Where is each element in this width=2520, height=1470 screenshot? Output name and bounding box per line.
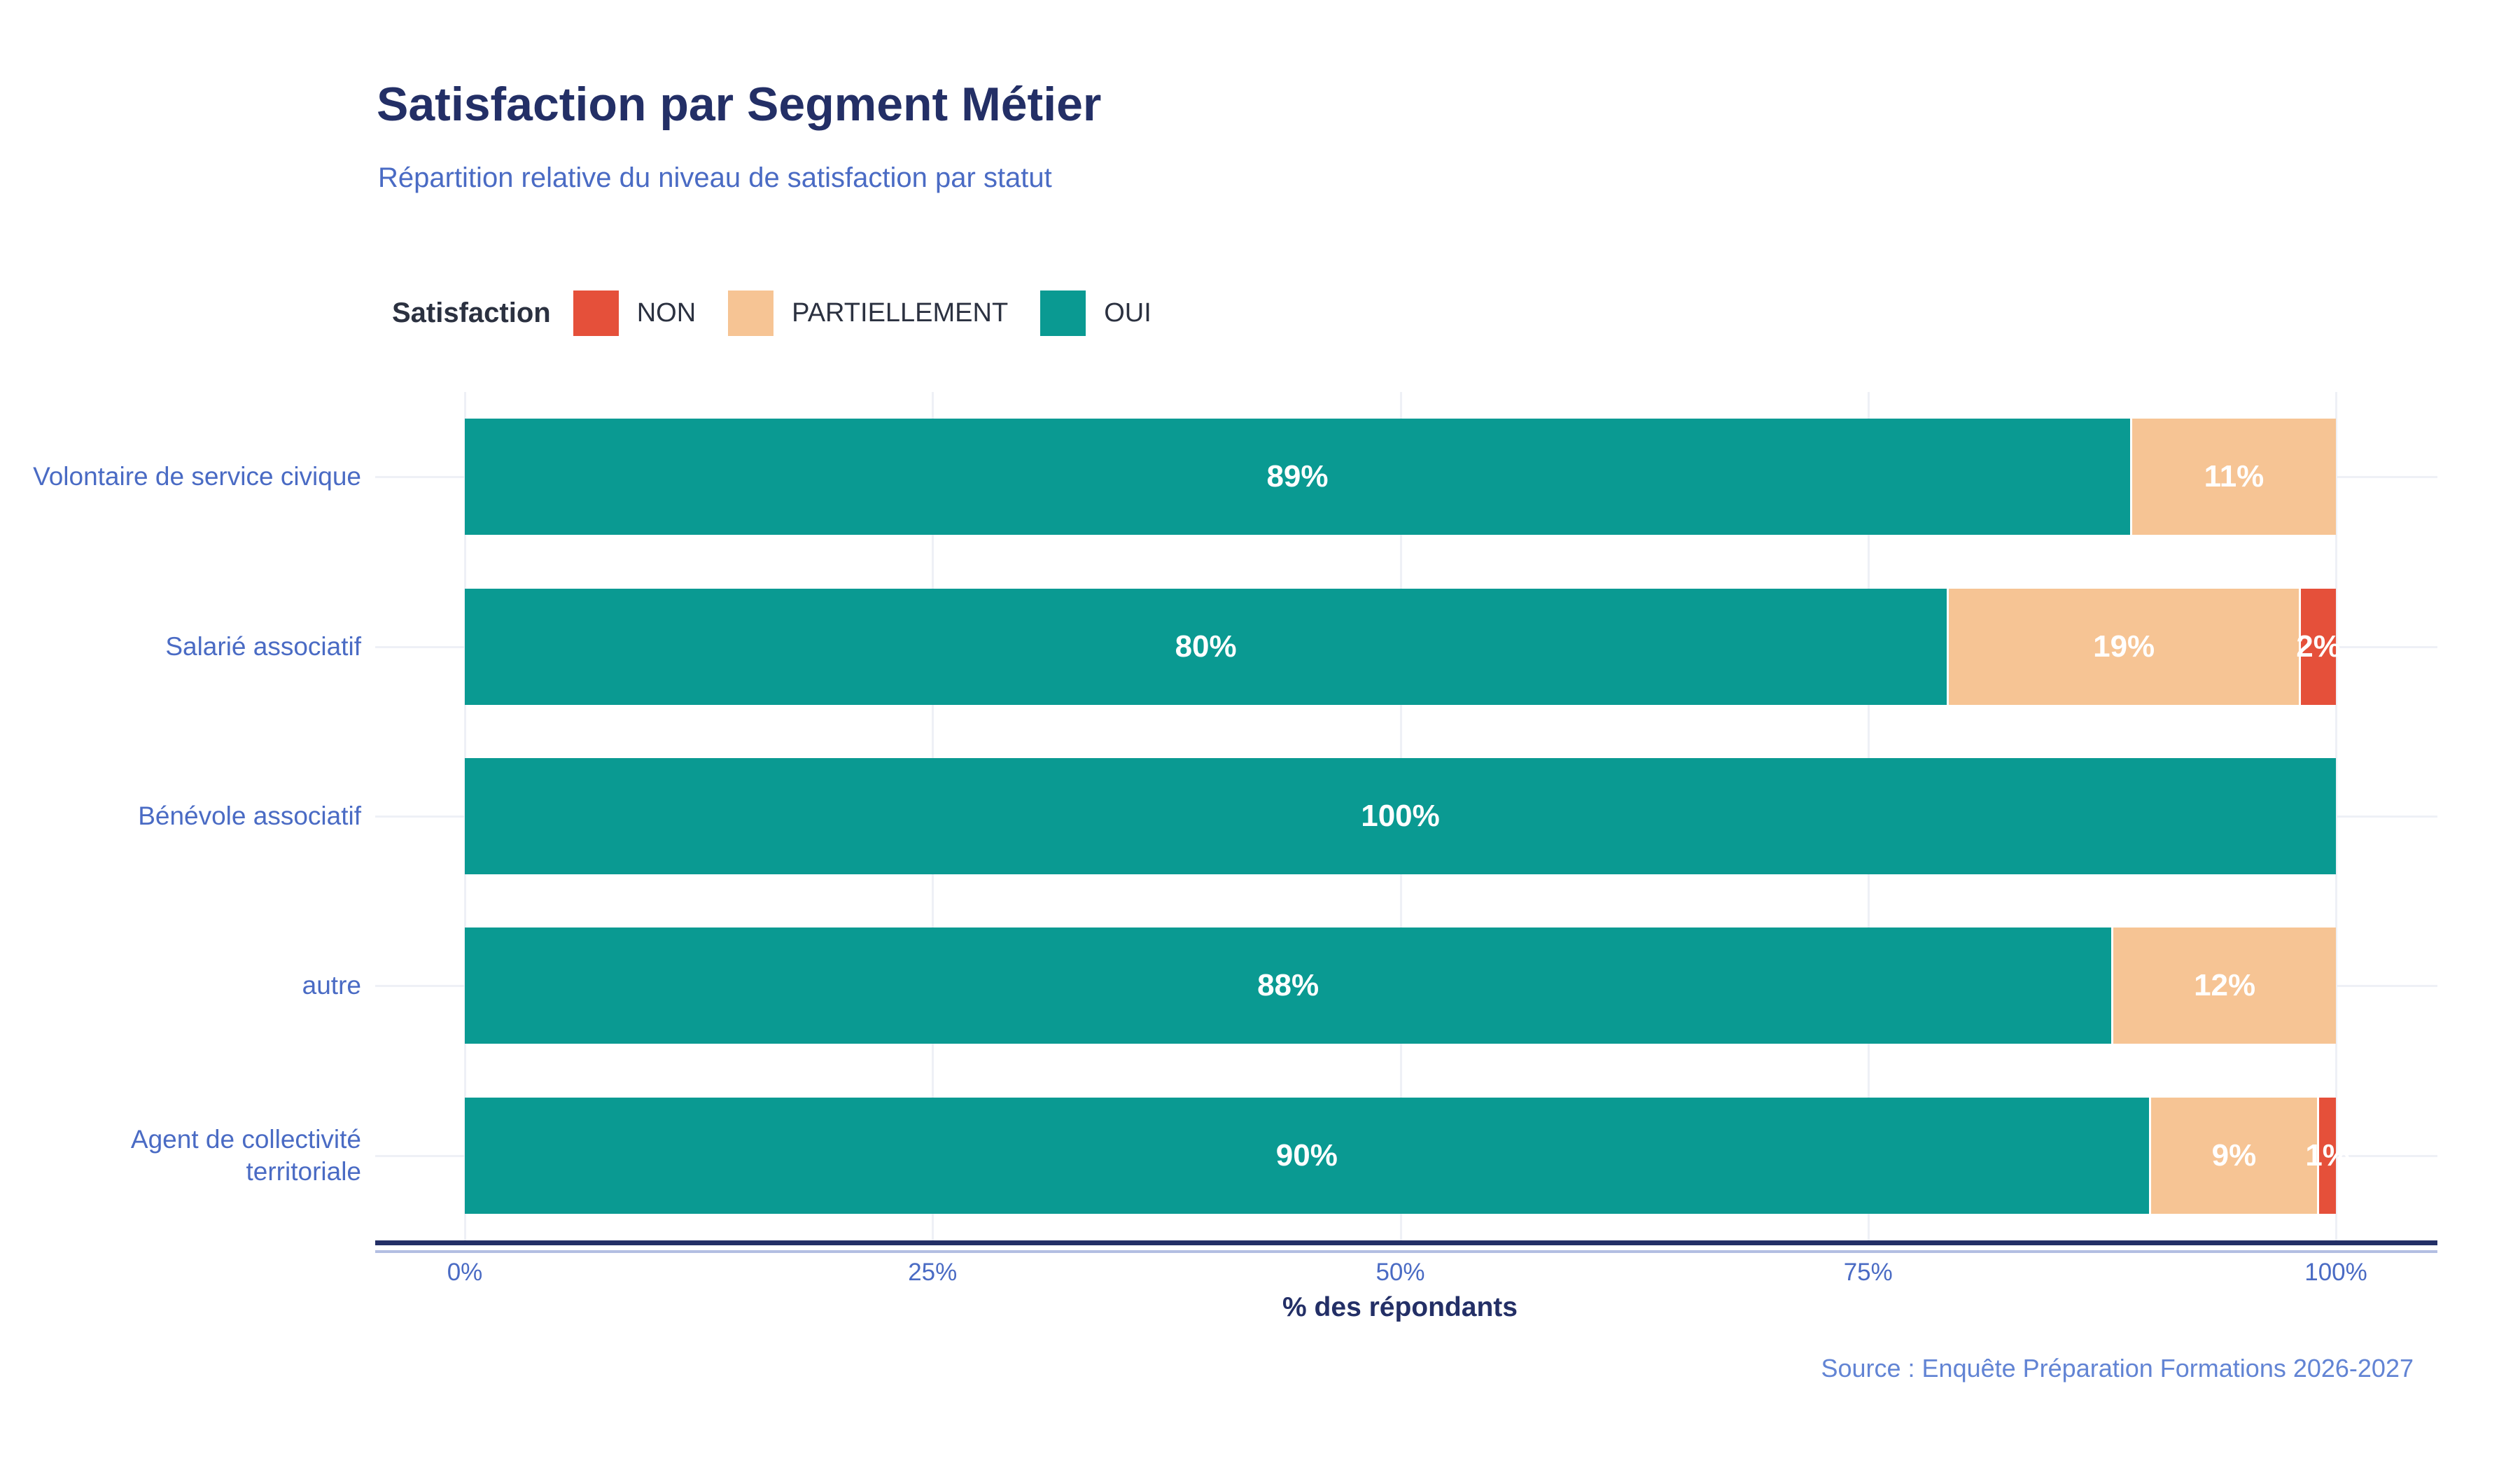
chart-title: Satisfaction par Segment Métier bbox=[377, 78, 1102, 131]
bar-segment-non: 2% bbox=[2296, 588, 2341, 705]
bar-row: 80% 19% 2% bbox=[465, 588, 2341, 705]
bar-segment-non: 1% bbox=[2305, 1097, 2350, 1214]
legend-swatch-oui-icon bbox=[1040, 290, 1086, 336]
bar-segment-oui: 89% bbox=[465, 419, 2130, 536]
x-axis-tick-label: 75% bbox=[1843, 1259, 1893, 1286]
plot-area: % des répondants Volontaire de service c… bbox=[33, 392, 2437, 1322]
y-axis-label: Bénévole associatif bbox=[138, 801, 361, 830]
bar-row: 89% 11% bbox=[465, 419, 2336, 536]
legend-label: OUI bbox=[1104, 298, 1152, 328]
legend-items: NON PARTIELLEMENT OUI bbox=[573, 290, 1184, 336]
bar-segment-value: 9% bbox=[2211, 1138, 2257, 1172]
bar-segment-value: 1% bbox=[2305, 1138, 2350, 1172]
bar-segment-value: 19% bbox=[2093, 629, 2155, 664]
legend-title: Satisfaction bbox=[392, 297, 551, 328]
legend-item-non: NON bbox=[573, 290, 696, 336]
x-axis-title: % des répondants bbox=[1282, 1292, 1518, 1322]
chart-subtitle: Répartition relative du niveau de satisf… bbox=[378, 162, 1052, 193]
bar-segment-partiellement: 11% bbox=[2129, 419, 2336, 536]
bar-row: 90% 9% 1% bbox=[465, 1097, 2350, 1214]
x-axis-tick-label: 100% bbox=[2304, 1259, 2367, 1286]
y-axis-label: Volontaire de service civique bbox=[33, 462, 361, 491]
bar-row: 88% 12% bbox=[465, 927, 2336, 1044]
bar-segment-value: 100% bbox=[1361, 799, 1440, 833]
bar-segment-partiellement: 12% bbox=[2111, 927, 2336, 1044]
bar-segment-oui: 80% bbox=[465, 588, 1947, 705]
x-axis-line bbox=[375, 1240, 2437, 1245]
source-note: Source : Enquête Préparation Formations … bbox=[1821, 1354, 2414, 1382]
x-axis-secondary-line bbox=[375, 1250, 2437, 1253]
bar-segment-oui: 88% bbox=[465, 927, 2112, 1044]
legend-item-partiellement: PARTIELLEMENT bbox=[728, 290, 1008, 336]
bar-row: 100% bbox=[465, 758, 2336, 874]
legend-swatch-partiellement-icon bbox=[728, 290, 774, 336]
bar-segment-value: 89% bbox=[1266, 459, 1329, 494]
legend: Satisfaction NON PARTIELLEMENT OUI bbox=[392, 286, 1184, 340]
bar-segment-partiellement: 9% bbox=[2148, 1097, 2318, 1214]
bar-segment-value: 80% bbox=[1175, 629, 1237, 664]
x-axis-tick-label: 50% bbox=[1376, 1259, 1425, 1286]
legend-swatch-non-icon bbox=[573, 290, 619, 336]
x-axis-tick-label: 0% bbox=[447, 1259, 483, 1286]
bar-segment-value: 11% bbox=[2204, 459, 2264, 494]
bar-segment-oui: 90% bbox=[465, 1097, 2149, 1214]
bar-segment-oui: 100% bbox=[465, 758, 2336, 874]
bar-segment-value: 88% bbox=[1257, 968, 1320, 1003]
legend-label: NON bbox=[636, 298, 696, 328]
legend-label: PARTIELLEMENT bbox=[792, 298, 1009, 328]
y-axis-label: Agent de collectivité territoriale bbox=[130, 1124, 361, 1186]
vertical-gridline bbox=[2335, 392, 2337, 1240]
legend-item-oui: OUI bbox=[1040, 290, 1152, 336]
y-axis-label: autre bbox=[302, 971, 361, 1000]
bar-segment-value: 12% bbox=[2194, 968, 2256, 1003]
bar-segment-value: 2% bbox=[2296, 629, 2341, 664]
x-axis-tick-label: 25% bbox=[908, 1259, 958, 1286]
bar-segment-partiellement: 19% bbox=[1947, 588, 2300, 705]
bar-segment-value: 90% bbox=[1275, 1138, 1338, 1172]
y-axis-label: Salarié associatif bbox=[165, 631, 361, 661]
